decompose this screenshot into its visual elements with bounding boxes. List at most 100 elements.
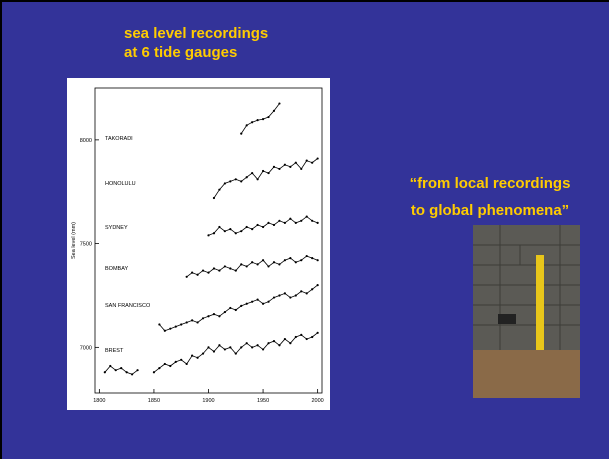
title-line: sea level recordings [124,25,268,42]
data-point [295,222,297,224]
data-point [306,255,308,257]
data-point [202,269,204,271]
data-point [207,234,209,236]
data-point [267,172,269,174]
data-point [246,342,248,344]
data-point [246,265,248,267]
data-point [300,220,302,222]
data-point [262,259,264,261]
data-point [153,371,155,373]
data-point [267,342,269,344]
data-point [246,226,248,228]
data-point [235,269,237,271]
data-point [300,290,302,292]
data-point [207,315,209,317]
caption-line: “from local recordings [410,175,571,192]
chart-background [67,78,330,410]
data-point [278,263,280,265]
data-point [278,294,280,296]
data-point [109,365,111,367]
data-point [311,220,313,222]
data-point [229,180,231,182]
data-point [300,259,302,261]
data-point [284,164,286,166]
data-point [289,257,291,259]
data-point [278,168,280,170]
data-point [224,182,226,184]
data-point [273,340,275,342]
data-point [251,346,253,348]
data-point [202,317,204,319]
data-point [251,228,253,230]
data-point [235,309,237,311]
data-point [175,326,177,328]
data-point [246,124,248,126]
data-point [229,228,231,230]
data-point [267,265,269,267]
series-label: BOMBAY [105,266,128,272]
data-point [284,259,286,261]
data-point [213,313,215,315]
data-point [295,336,297,338]
data-point [251,172,253,174]
data-point [278,344,280,346]
data-point [295,261,297,263]
data-point [164,363,166,365]
data-point [175,361,177,363]
data-point [180,359,182,361]
data-point [207,272,209,274]
x-tick-label: 2000 [312,398,324,404]
x-tick-label: 1900 [202,398,214,404]
data-point [273,224,275,226]
data-point [240,230,242,232]
series-label: SAN FRANCISCO [105,303,151,309]
data-point [224,265,226,267]
data-point [158,323,160,325]
data-point [311,288,313,290]
data-point [218,226,220,228]
data-point [262,118,264,120]
y-tick-label: 7500 [80,242,92,248]
series-label: BREST [105,348,124,354]
data-point [126,371,128,373]
data-point [300,168,302,170]
y-tick-label: 8000 [80,138,92,144]
data-point [311,162,313,164]
data-point [273,166,275,168]
data-point [213,197,215,199]
data-point [273,261,275,263]
data-point [262,303,264,305]
data-point [104,371,106,373]
data-point [218,189,220,191]
data-point [262,348,264,350]
data-point [115,369,117,371]
data-point [213,267,215,269]
data-point [240,133,242,135]
data-point [273,296,275,298]
data-point [240,346,242,348]
data-point [278,220,280,222]
data-point [317,284,319,286]
data-point [235,178,237,180]
data-point [224,230,226,232]
data-point [213,232,215,234]
data-point [229,307,231,309]
data-point [251,301,253,303]
title-line: at 6 tide gauges [124,44,237,61]
data-point [257,224,259,226]
data-point [218,269,220,271]
data-point [213,350,215,352]
data-point [131,373,133,375]
data-point [317,157,319,159]
data-point [300,334,302,336]
data-point [235,352,237,354]
data-point [186,321,188,323]
data-point [306,160,308,162]
border [0,0,609,2]
data-point [251,261,253,263]
caption-line: to global phenomena” [411,202,569,219]
data-point [317,259,319,261]
data-point [186,276,188,278]
data-point [257,299,259,301]
data-point [284,338,286,340]
